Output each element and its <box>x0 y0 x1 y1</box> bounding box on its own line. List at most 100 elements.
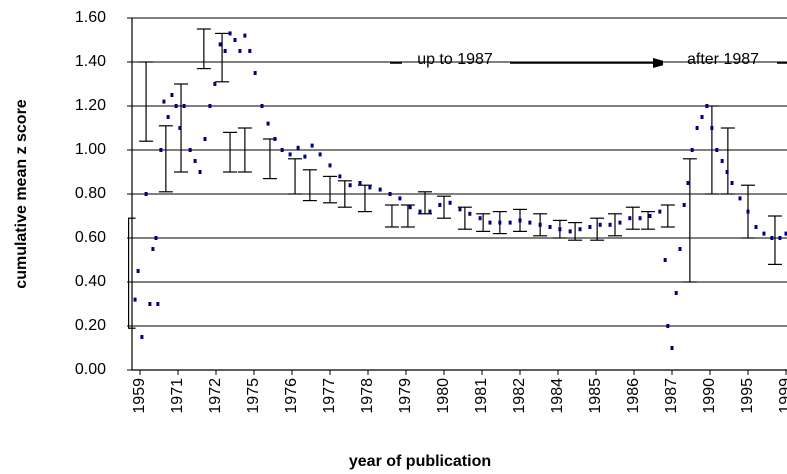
point <box>458 207 462 212</box>
point <box>154 236 158 240</box>
error-bar <box>767 215 782 265</box>
point <box>228 31 232 36</box>
point <box>198 170 202 174</box>
point <box>618 220 622 225</box>
point <box>738 196 742 201</box>
error-bar <box>196 28 211 70</box>
point <box>778 236 782 240</box>
point <box>648 214 652 218</box>
x-tick-label: 1985 <box>587 378 604 414</box>
x-tick-label: 1987 <box>663 378 680 414</box>
point <box>178 126 182 130</box>
point <box>378 187 382 192</box>
point <box>658 209 662 214</box>
point <box>700 115 704 119</box>
point <box>725 170 729 174</box>
x-axis-label: year of publication <box>349 453 491 470</box>
point <box>670 346 674 350</box>
point <box>266 121 270 126</box>
x-tick-label: 1976 <box>283 378 300 414</box>
error-bar <box>400 204 415 228</box>
point <box>182 104 186 108</box>
x-tick-label: 1971 <box>169 378 186 414</box>
point <box>296 145 300 150</box>
point <box>162 99 166 104</box>
error-bar <box>223 131 238 173</box>
error-bar <box>357 184 372 213</box>
y-tick-label: 1.00 <box>75 141 106 158</box>
point <box>348 183 352 188</box>
x-tick-label: 1980 <box>435 378 452 414</box>
point <box>148 302 152 306</box>
point <box>730 181 734 185</box>
y-tick-label: 1.40 <box>75 53 106 70</box>
point <box>686 181 690 185</box>
point <box>159 148 163 152</box>
point <box>663 258 667 262</box>
y-tick-label: 0.00 <box>75 361 106 378</box>
point <box>418 209 422 214</box>
point <box>140 335 144 339</box>
x-tick-label: 1990 <box>701 378 718 414</box>
point <box>174 104 178 108</box>
point <box>498 220 502 225</box>
point <box>213 82 217 86</box>
error-bar <box>641 211 656 230</box>
y-axis-label: cumulative mean z score <box>13 99 30 289</box>
point <box>754 225 758 229</box>
point <box>438 203 442 207</box>
point <box>398 196 402 201</box>
point <box>518 218 522 223</box>
point <box>488 220 492 225</box>
point <box>678 247 682 251</box>
point <box>478 216 482 221</box>
x-tick-label: 1982 <box>511 378 528 414</box>
point <box>608 222 612 227</box>
error-bar <box>608 213 622 237</box>
error-bar <box>128 217 136 329</box>
point <box>674 291 678 295</box>
point <box>288 152 292 157</box>
x-tick-label: 1975 <box>245 378 262 414</box>
point <box>638 216 642 221</box>
error-bar <box>660 204 675 228</box>
point <box>682 203 686 207</box>
point <box>528 220 532 225</box>
y-tick-label: 0.60 <box>75 229 106 246</box>
point <box>260 104 264 108</box>
point <box>548 225 552 229</box>
point <box>710 126 714 130</box>
point <box>166 115 170 119</box>
error-bar <box>437 195 451 219</box>
point <box>218 42 222 47</box>
point <box>720 159 724 163</box>
x-tick-label: 1999 <box>777 378 787 414</box>
point <box>666 324 670 328</box>
point <box>273 137 277 141</box>
point <box>368 185 372 190</box>
point <box>233 38 237 42</box>
point <box>144 192 148 196</box>
annotation: after 1987 <box>687 51 759 68</box>
y-tick-label: 0.20 <box>75 317 106 334</box>
point <box>538 222 542 227</box>
error-bar <box>720 127 735 195</box>
point <box>253 71 257 75</box>
x-tick-label: 1972 <box>207 378 224 414</box>
point <box>156 302 160 306</box>
error-bar <box>337 180 352 208</box>
point <box>248 49 252 53</box>
point <box>770 236 774 240</box>
point <box>588 225 592 229</box>
point <box>136 269 140 273</box>
point <box>388 192 392 196</box>
y-tick-label: 0.80 <box>75 185 106 202</box>
point <box>598 222 602 227</box>
error-bar <box>302 169 317 202</box>
point <box>243 33 247 38</box>
point <box>280 148 284 152</box>
point <box>784 231 787 236</box>
point <box>328 163 332 168</box>
error-bar <box>288 158 303 195</box>
error-bar <box>262 138 277 180</box>
